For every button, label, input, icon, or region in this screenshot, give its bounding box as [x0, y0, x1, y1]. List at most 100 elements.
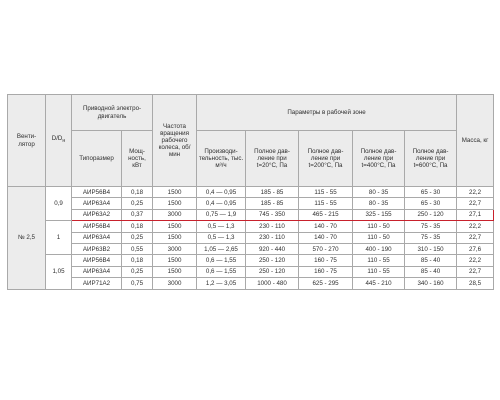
table-body: № 2,5 0,9 АИР56В4 0,18 1500 0,4 — 0,95 1…	[7, 185, 495, 290]
cell-flow: 1,05 — 2,65	[196, 242, 247, 256]
cell-frame: АИР63А2	[71, 208, 122, 222]
cell-p200: 140 - 70	[298, 220, 354, 233]
header-p20: Полное дав- ление при t=20°С, Па	[245, 130, 300, 187]
cell-p20: 185 - 85	[245, 197, 300, 210]
header-flow: Производи- тельность, тыс. м³/ч	[196, 130, 247, 187]
cell-p200: 160 - 75	[298, 254, 354, 267]
table-row: АИР63А4 0,25 1500 0,6 — 1,55 250 - 120 1…	[8, 265, 495, 279]
cell-p20: 920 - 440	[245, 242, 300, 256]
cell-mass: 22,2	[456, 185, 495, 199]
cell-frame: АИР56В4	[71, 220, 122, 233]
cell-power: 0,25	[120, 265, 154, 279]
table-row: АИР63А4 0,25 1500 0,5 — 1,3 230 - 110 14…	[8, 231, 495, 244]
header-params: Параметры в рабочей зоне	[196, 94, 458, 131]
cell-p200: 140 - 70	[298, 231, 354, 244]
table-row: АИР71А2 0,75 3000 1,2 — 3,05 1000 - 480 …	[8, 277, 495, 290]
cell-speed: 3000	[152, 242, 198, 256]
cell-mass: 27,1	[456, 208, 495, 222]
cell-speed: 3000	[152, 277, 198, 290]
cell-p400: 325 - 155	[352, 208, 406, 222]
cell-speed: 1500	[152, 185, 198, 199]
cell-p600: 85 - 40	[404, 265, 458, 279]
header-motor: Приводной электро- двигатель	[70, 94, 154, 131]
cell-p600: 310 - 150	[404, 242, 458, 256]
cell-frame: АИР56В4	[71, 254, 122, 267]
cell-p600: 65 - 30	[404, 197, 458, 210]
cell-power: 0,37	[120, 208, 154, 222]
cell-p20: 250 - 120	[245, 254, 300, 267]
cell-p200: 570 - 270	[298, 242, 354, 256]
cell-power: 0,25	[120, 197, 154, 210]
cell-power: 0,25	[120, 231, 154, 244]
cell-flow: 0,75 — 1,9	[196, 208, 247, 222]
table-row: 1 АИР56В4 0,18 1500 0,5 — 1,3 230 - 110 …	[8, 220, 495, 256]
cell-frame: АИР56В4	[71, 185, 122, 199]
cell-speed: 3000	[152, 208, 198, 222]
cell-mass: 28,5	[456, 277, 495, 290]
cell-p400: 80 - 35	[352, 185, 406, 199]
cell-p600: 75 - 35	[404, 231, 458, 244]
cell-p400: 110 - 55	[352, 254, 406, 267]
cell-speed: 1500	[152, 231, 198, 244]
header-power: Мощ- ность, кВт	[120, 130, 154, 187]
cell-mass: 22,2	[456, 220, 495, 233]
table-row: АИР63А4 0,25 1500 0,4 — 0,95 185 - 85 11…	[8, 197, 495, 210]
cell-flow: 1,2 — 3,05	[196, 277, 247, 290]
table-row: 1,05 АИР56В4 0,18 1500 0,6 — 1,55 250 - …	[8, 254, 495, 290]
cell-speed: 1500	[152, 197, 198, 210]
cell-p200: 160 - 75	[298, 265, 354, 279]
header-ratio-text: D/D	[51, 135, 63, 143]
cell-p600: 340 - 160	[404, 277, 458, 290]
header-fan: Венти- лятор	[7, 94, 46, 187]
cell-p20: 230 - 110	[245, 220, 300, 233]
header-frame: Типоразмер	[71, 130, 122, 187]
cell-speed: 1500	[152, 265, 198, 279]
cell-p200: 465 - 215	[298, 208, 354, 222]
cell-p200: 115 - 55	[298, 197, 354, 210]
cell-frame: АИР63А4	[71, 197, 122, 210]
table-row: № 2,5 0,9 АИР56В4 0,18 1500 0,4 — 0,95 1…	[7, 185, 495, 290]
cell-power: 0,55	[120, 242, 154, 256]
cell-p20: 230 - 110	[245, 231, 300, 244]
header-ratio: D/Dн	[45, 94, 72, 187]
cell-p400: 110 - 55	[352, 265, 406, 279]
cell-p20: 1000 - 480	[245, 277, 300, 290]
header-p400: Полное дав- ление при t=400°С, Па	[352, 130, 406, 187]
cell-p200: 625 - 295	[298, 277, 354, 290]
cell-p200: 115 - 55	[298, 185, 354, 199]
cell-mass: 22,7	[456, 197, 495, 210]
cell-frame: АИР71А2	[71, 277, 122, 290]
spec-table-container: Венти- лятор D/Dн Приводной электро- дви…	[7, 94, 495, 290]
cell-p600: 85 - 40	[404, 254, 458, 267]
ratio-cell: 1	[45, 220, 72, 256]
cell-p400: 110 - 50	[352, 231, 406, 244]
table-row: АИР63В2 0,55 3000 1,05 — 2,65 920 - 440 …	[8, 242, 495, 256]
fan-spec-table: Венти- лятор D/Dн Приводной электро- дви…	[7, 94, 495, 290]
cell-flow: 0,5 — 1,3	[196, 220, 247, 233]
cell-flow: 0,4 — 0,95	[196, 185, 247, 199]
cell-p20: 745 - 350	[245, 208, 300, 222]
ratio-cell: 0,9	[45, 185, 72, 222]
cell-p400: 110 - 50	[352, 220, 406, 233]
cell-frame: АИР63А4	[71, 231, 122, 244]
cell-p600: 75 - 35	[404, 220, 458, 233]
highlighted-row: АИР63А2 0,37 3000 0,75 — 1,9 745 - 350 4…	[8, 208, 495, 222]
cell-mass: 22,7	[456, 231, 495, 244]
header-speed: Частота вращения рабочего колеса, об/мин	[152, 94, 198, 187]
cell-p20: 185 - 85	[245, 185, 300, 199]
cell-speed: 1500	[152, 254, 198, 267]
cell-frame: АИР63А4	[71, 265, 122, 279]
cell-flow: 0,5 — 1,3	[196, 231, 247, 244]
cell-flow: 0,6 — 1,55	[196, 254, 247, 267]
cell-p400: 400 - 190	[352, 242, 406, 256]
cell-p600: 250 - 120	[404, 208, 458, 222]
cell-mass: 22,2	[456, 254, 495, 267]
cell-mass: 22,7	[456, 265, 495, 279]
cell-p400: 80 - 35	[352, 197, 406, 210]
header-mass: Масса, кг	[456, 94, 495, 187]
header-p600: Полное дав- ление при t=600°С, Па	[404, 130, 458, 187]
fan-number: № 2,5	[7, 186, 46, 290]
cell-flow: 0,6 — 1,55	[196, 265, 247, 279]
ratio-cell: 1,05	[45, 254, 72, 290]
cell-mass: 27,6	[456, 242, 495, 256]
